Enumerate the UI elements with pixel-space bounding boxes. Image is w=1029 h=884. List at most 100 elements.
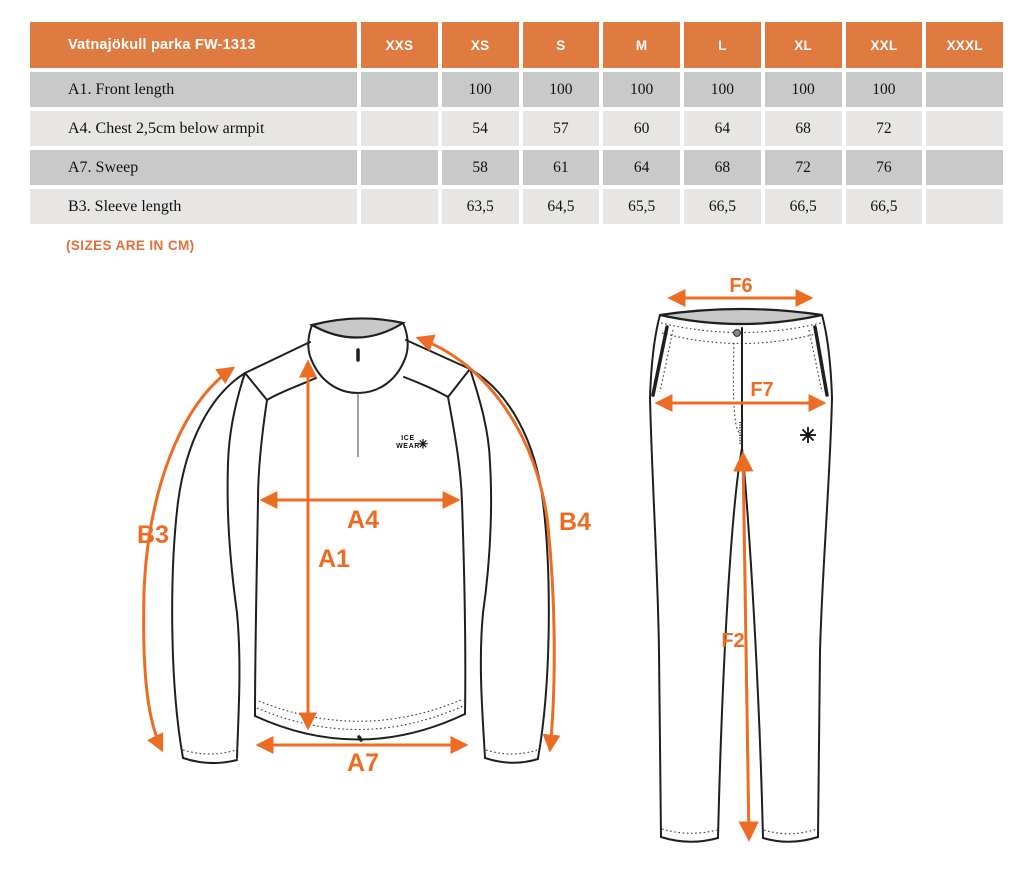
cell-value: 66,5 bbox=[845, 189, 923, 224]
waist-button bbox=[733, 329, 741, 337]
cell-value: 65,5 bbox=[603, 189, 680, 224]
cell-value: 72 bbox=[764, 150, 842, 185]
cell-value: 68 bbox=[684, 150, 761, 185]
hem-drawcord bbox=[357, 735, 363, 742]
size-header-xxxl: XXXL bbox=[926, 22, 1003, 68]
cell-value: 72 bbox=[845, 111, 923, 146]
cell-value bbox=[361, 72, 438, 107]
row-label: B3. Sleeve length bbox=[30, 189, 357, 224]
cell-value: 100 bbox=[603, 72, 680, 107]
left-leg-hem bbox=[660, 836, 719, 843]
left-pocket-opening bbox=[651, 325, 669, 397]
body-left-edge bbox=[254, 399, 268, 717]
table-row: A1. Front length 100 100 100 100 100 100 bbox=[30, 72, 1003, 107]
right-side-seam bbox=[817, 314, 833, 838]
pants-measurement-diagram: F6 F7 F2 bbox=[649, 275, 833, 843]
left-sleeve-inner bbox=[226, 372, 246, 759]
cell-value: 64,5 bbox=[522, 189, 600, 224]
size-header-m: M bbox=[603, 22, 680, 68]
jacket-measure-arrows: A4 A1 A7 B3 B4 bbox=[137, 334, 591, 777]
jacket-outline bbox=[171, 317, 550, 764]
size-header-l: L bbox=[684, 22, 761, 68]
cell-value: 66,5 bbox=[764, 189, 842, 224]
cell-value: 100 bbox=[764, 72, 842, 107]
left-shoulder-seam bbox=[244, 341, 311, 374]
cell-value: 68 bbox=[764, 111, 842, 146]
snowflake-icon bbox=[418, 439, 428, 449]
cell-value: 64 bbox=[603, 150, 680, 185]
table-row: B3. Sleeve length 63,5 64,5 65,5 66,5 66… bbox=[30, 189, 1003, 224]
measure-label-f7: F7 bbox=[750, 379, 773, 401]
size-header-xs: XS bbox=[441, 22, 519, 68]
left-armhole-seam bbox=[244, 372, 268, 401]
size-header-xxs: XXS bbox=[361, 22, 438, 68]
row-label: A7. Sweep bbox=[30, 150, 357, 185]
right-leg-hem bbox=[762, 836, 819, 843]
cell-value bbox=[361, 189, 438, 224]
measure-arrow-b3 bbox=[142, 366, 236, 753]
cell-value: 60 bbox=[603, 111, 680, 146]
left-cuff bbox=[182, 757, 238, 764]
right-shoulder-seam bbox=[405, 339, 471, 370]
table-row: A7. Sweep 58 61 64 68 72 76 bbox=[30, 150, 1003, 185]
left-hem-stitch bbox=[661, 828, 718, 834]
measure-label-b4: B4 bbox=[559, 508, 591, 536]
jacket-measurement-diagram: ICE WEAR A4 A1 A7 B3 B4 bbox=[137, 317, 591, 777]
row-label: A4. Chest 2,5cm below armpit bbox=[30, 111, 357, 146]
fly-stitch bbox=[732, 342, 743, 438]
right-raglan-seam bbox=[403, 376, 449, 398]
left-pocket-stitch bbox=[659, 329, 674, 393]
left-sleeve-outer bbox=[171, 372, 246, 759]
measure-arrow-f2 bbox=[733, 451, 759, 842]
cell-value bbox=[926, 150, 1003, 185]
logo-text-line2: WEAR bbox=[396, 443, 420, 450]
measure-label-f2: F2 bbox=[721, 630, 744, 652]
cell-value: 58 bbox=[441, 150, 519, 185]
measure-arrow-b4 bbox=[415, 334, 561, 753]
right-hem-stitch bbox=[763, 828, 818, 835]
table-header-row: Vatnajökull parka FW-1313 XXS XS S M L X… bbox=[30, 22, 1003, 68]
cell-value: 100 bbox=[522, 72, 600, 107]
cell-value bbox=[926, 72, 1003, 107]
measure-label-a4: A4 bbox=[347, 506, 379, 534]
size-header-xxl: XXL bbox=[845, 22, 923, 68]
cell-value: 54 bbox=[441, 111, 519, 146]
table-row: A4. Chest 2,5cm below armpit 54 57 60 64… bbox=[30, 111, 1003, 146]
cell-value: 61 bbox=[522, 150, 600, 185]
cell-value bbox=[926, 111, 1003, 146]
logo-text-line1: ICE bbox=[401, 435, 414, 442]
right-armhole-seam bbox=[447, 368, 471, 398]
brand-logo: ICE WEAR bbox=[396, 435, 428, 450]
cell-value: 76 bbox=[845, 150, 923, 185]
right-cuff-stitch bbox=[485, 749, 538, 755]
cell-value bbox=[361, 150, 438, 185]
size-header-s: S bbox=[522, 22, 600, 68]
right-cuff bbox=[484, 757, 539, 764]
right-pocket-opening bbox=[813, 325, 829, 397]
cell-value: 57 bbox=[522, 111, 600, 146]
left-side-seam bbox=[649, 314, 662, 838]
collar-opening bbox=[309, 317, 406, 339]
measure-label-f6: F6 bbox=[729, 275, 752, 297]
waist-opening bbox=[659, 307, 823, 326]
cell-value: 64 bbox=[684, 111, 761, 146]
size-header-xl: XL bbox=[764, 22, 842, 68]
right-sleeve-inner bbox=[469, 368, 493, 759]
size-table: Vatnajökull parka FW-1313 XXS XS S M L X… bbox=[30, 22, 1003, 228]
cell-value: 66,5 bbox=[684, 189, 761, 224]
row-label: A1. Front length bbox=[30, 72, 357, 107]
product-title: Vatnajökull parka FW-1313 bbox=[30, 22, 357, 68]
sizes-note: (SIZES ARE IN CM) bbox=[66, 238, 195, 253]
measure-label-a7: A7 bbox=[347, 749, 379, 777]
cell-value: 100 bbox=[684, 72, 761, 107]
snowflake-icon bbox=[800, 427, 816, 443]
pants-measure-arrows: F6 F7 F2 bbox=[654, 275, 827, 842]
cell-value: 100 bbox=[441, 72, 519, 107]
cell-value bbox=[926, 189, 1003, 224]
body-right-edge bbox=[447, 396, 467, 715]
hem-stitch-1 bbox=[256, 705, 464, 731]
cell-value: 63,5 bbox=[441, 189, 519, 224]
measure-label-b3: B3 bbox=[137, 521, 169, 549]
measure-label-a1: A1 bbox=[318, 545, 350, 573]
left-cuff-stitch bbox=[182, 749, 237, 755]
